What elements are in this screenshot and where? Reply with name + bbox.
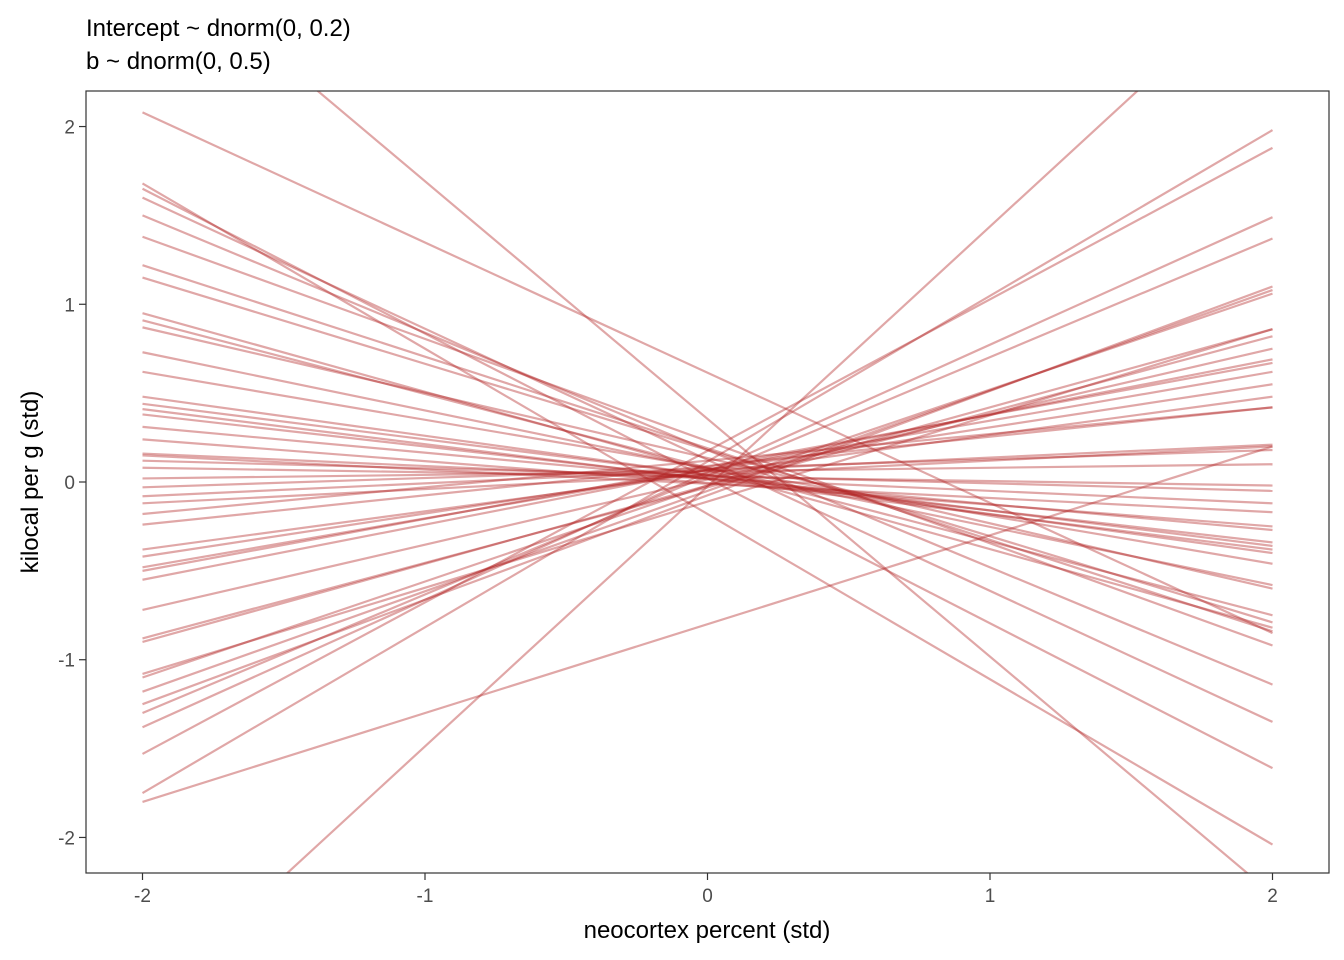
- prior-line: [142, 196, 1273, 723]
- x-axis-title: neocortex percent (std): [584, 917, 831, 944]
- prior-line: [142, 326, 1273, 590]
- y-tick-label: 1: [64, 295, 75, 316]
- prior-line: [142, 312, 1273, 629]
- prior-line: [142, 395, 1273, 551]
- prior-line: [142, 361, 1273, 572]
- prior-line: [142, 347, 1273, 612]
- prior-line: [142, 402, 1273, 548]
- prior-line: [142, 406, 1273, 516]
- prior-line: [142, 370, 1273, 565]
- prior-line: [142, 289, 1273, 693]
- prior-line: [142, 438, 1273, 528]
- prior-line: [142, 408, 1273, 551]
- prior-line: [142, 235, 1273, 647]
- prior-line: [142, 395, 1273, 555]
- prior-line: [142, 292, 1273, 679]
- prior-line: [142, 285, 1273, 706]
- x-axis: -2 -1 0 1 2: [134, 873, 1278, 907]
- x-tick-label: 2: [1267, 886, 1278, 907]
- prior-line: [142, 214, 1273, 686]
- y-tick-label: 0: [64, 473, 75, 494]
- prior-line: [142, 466, 1273, 487]
- prior-line: [142, 413, 1273, 544]
- prior-line: [142, 216, 1273, 729]
- x-tick-label: 0: [702, 886, 713, 907]
- y-tick-label: -1: [58, 651, 75, 672]
- prior-line: [142, 406, 1273, 526]
- y-axis: -2 -1 0 1 2: [58, 118, 86, 849]
- x-tick-label: -1: [417, 886, 434, 907]
- y-tick-label: 2: [64, 118, 75, 139]
- prior-line: [141, 129, 1274, 794]
- prior-line: [141, 187, 1274, 770]
- prior-line: [142, 383, 1273, 558]
- prior-line: [142, 319, 1273, 617]
- prior-lines: [141, 91, 1274, 873]
- prior-line: [141, 146, 1274, 755]
- prior-line: [142, 445, 1273, 505]
- x-tick-label: -2: [134, 886, 151, 907]
- prior-line: [316, 91, 1249, 873]
- prior-line: [142, 328, 1273, 644]
- prior-line: [142, 111, 1273, 635]
- chart-title-line-1: Intercept ~ dnorm(0, 0.2): [86, 15, 351, 42]
- prior-line: [142, 264, 1273, 633]
- prior-line: [142, 358, 1273, 581]
- chart-title-line-2: b ~ dnorm(0, 0.5): [86, 48, 271, 75]
- prior-line: [285, 91, 1139, 873]
- prior-line: [142, 328, 1273, 675]
- prior-line: [142, 443, 1273, 498]
- prior-line: [142, 335, 1273, 640]
- prior-line: [142, 276, 1273, 624]
- prior-line: [142, 445, 1273, 803]
- prior-line: [142, 425, 1273, 532]
- prior-line: [142, 463, 1273, 480]
- prior-line: [142, 459, 1273, 492]
- prior-line: [142, 452, 1273, 505]
- prior-line: [142, 237, 1273, 715]
- prior-line: [142, 370, 1273, 569]
- x-tick-label: 1: [985, 886, 996, 907]
- y-axis-title: kilocal per g (std): [17, 391, 44, 574]
- prior-line: [142, 454, 1273, 514]
- prior-line: [141, 182, 1274, 846]
- prior-line: [142, 448, 1273, 489]
- y-tick-label: -2: [58, 828, 75, 849]
- prior-line: [142, 351, 1273, 587]
